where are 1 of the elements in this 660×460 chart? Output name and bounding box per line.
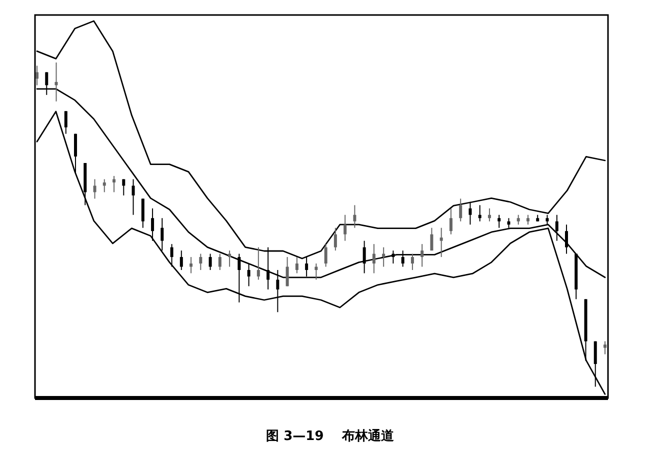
text: 图 3—19 布林通道 [266, 428, 395, 444]
